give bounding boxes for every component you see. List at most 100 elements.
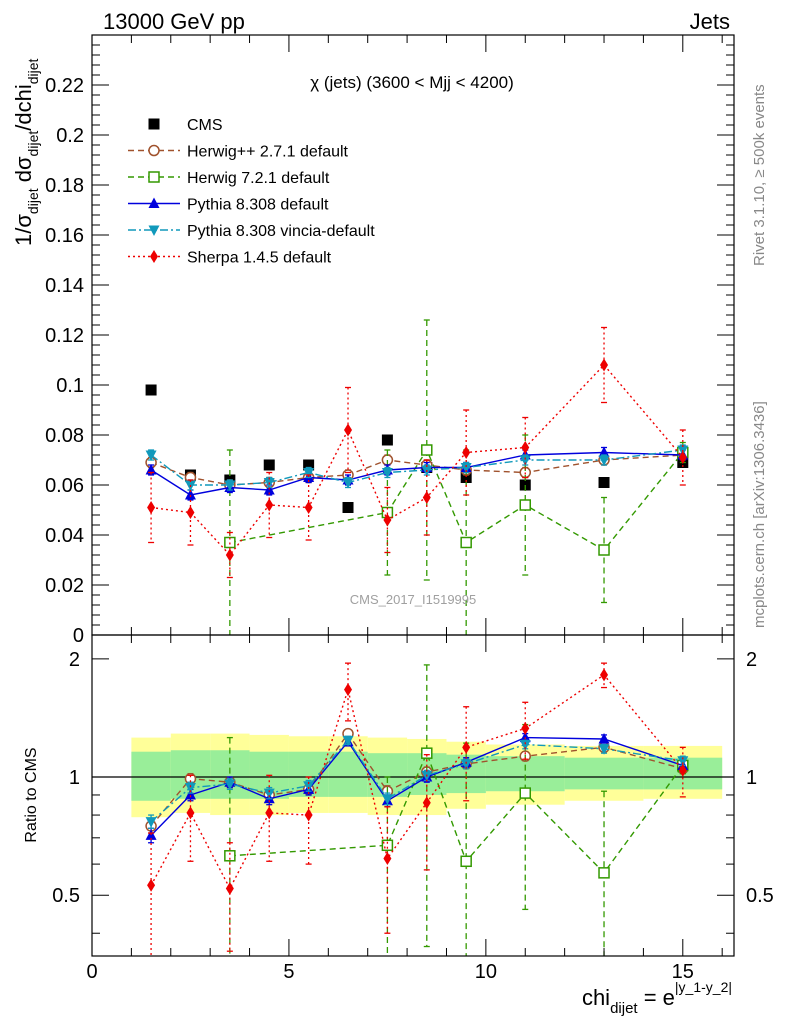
y-axis-label: 1/σdijet dσdijet/dchidijet <box>11 58 41 246</box>
legend-marker <box>148 197 160 208</box>
legend-item: Pythia 8.308 vincia-default <box>128 223 375 240</box>
x-tick-label: 15 <box>672 961 694 983</box>
y-tick-label: 0.08 <box>45 425 84 447</box>
data-point <box>521 441 530 454</box>
data-point <box>303 459 315 471</box>
y-tick-label: 0.04 <box>45 525 84 547</box>
data-point <box>145 450 157 461</box>
data-point <box>145 384 157 396</box>
series-main-2 <box>224 319 689 635</box>
legend-item: Herwig 7.2.1 default <box>128 170 330 187</box>
data-point <box>678 763 687 777</box>
legend-marker <box>148 118 160 130</box>
data-point <box>381 794 393 805</box>
data-point <box>381 434 393 446</box>
data-point <box>303 468 315 479</box>
data-point <box>422 796 431 810</box>
data-point <box>521 721 530 735</box>
x-tick-label: 10 <box>475 961 497 983</box>
data-point <box>342 478 354 489</box>
y-tick-label: 0.12 <box>45 325 84 347</box>
data-point <box>519 455 531 466</box>
data-point <box>460 759 472 770</box>
data-point <box>303 781 315 792</box>
ratio-y-tick-label: 2 <box>69 649 80 671</box>
data-point <box>519 499 532 511</box>
data-point <box>263 459 275 471</box>
ratio-axes: 0 5 10 15 0.5 0.5 1 1 2 2 <box>52 635 774 983</box>
main-panel: 0 0.02 0.04 0.06 0.08 0.1 0.12 0.14 0.16 0.18 0.2 0… <box>45 34 735 647</box>
data-point <box>224 850 236 862</box>
legend: CMS Herwig++ 2.7.1 default Herwig 7.2.1 de… <box>128 117 375 267</box>
legend-marker <box>148 171 160 183</box>
data-point <box>186 506 195 519</box>
data-point <box>184 783 196 794</box>
data-point <box>460 463 472 474</box>
legend-marker <box>150 250 158 263</box>
data-point <box>519 731 531 743</box>
legend-marker <box>148 144 160 157</box>
y-tick-label: 0.02 <box>45 575 84 597</box>
legend-label: Pythia 8.308 default <box>187 197 329 214</box>
x-axis-label: chidijet = e|y_1-y_2| <box>582 979 732 1017</box>
legend-item: Pythia 8.308 default <box>128 197 329 214</box>
data-point <box>147 501 156 514</box>
data-point <box>265 498 274 512</box>
data-point <box>598 732 610 744</box>
data-point <box>342 735 354 747</box>
y-tick-label: 0.06 <box>45 475 84 497</box>
y-tick-label: 0.14 <box>45 275 84 297</box>
y-tick-label: 0.16 <box>45 225 84 247</box>
data-point <box>598 455 610 466</box>
series-main-0 <box>145 384 689 513</box>
data-point <box>422 491 431 504</box>
legend-label: Sherpa 1.4.5 default <box>187 250 332 267</box>
data-point <box>265 806 274 820</box>
data-point <box>184 788 196 800</box>
y-tick-label: 0.1 <box>56 375 84 397</box>
series-line <box>150 673 684 891</box>
data-point <box>224 779 236 790</box>
band-segment <box>564 757 644 790</box>
data-point <box>460 855 472 868</box>
data-point <box>460 472 472 483</box>
data-point <box>598 544 610 556</box>
main-axes: 0 0.02 0.04 0.06 0.08 0.1 0.12 0.14 0.16 0.18 0.2 0… <box>45 34 734 647</box>
data-point <box>462 446 471 459</box>
data-point <box>519 787 532 799</box>
data-point <box>225 882 234 896</box>
series-ratio-4 <box>147 662 687 956</box>
data-point <box>263 788 275 800</box>
series-main-5 <box>147 326 687 579</box>
ratio-y-tick-label-right: 2 <box>746 649 757 671</box>
data-point <box>600 358 609 372</box>
data-point <box>421 747 433 759</box>
data-point <box>147 878 156 892</box>
legend-item: Sherpa 1.4.5 default <box>128 250 332 267</box>
mcplots-label: mcplots.cern.ch [arXiv:1306.3436] <box>751 401 768 628</box>
data-point <box>383 852 392 866</box>
data-point <box>519 740 531 751</box>
series-line <box>150 454 683 486</box>
x-tick-label: 5 <box>283 961 294 983</box>
category-label: Jets <box>690 9 730 34</box>
legend-label: Herwig++ 2.7.1 default <box>187 144 349 161</box>
data-point <box>225 548 234 562</box>
legend-marker <box>148 225 160 236</box>
analysis-watermark: CMS_2017_I1519995 <box>350 592 477 607</box>
data-point <box>344 423 353 437</box>
band-segment <box>328 751 368 797</box>
series-line <box>150 739 683 823</box>
legend-item: CMS <box>148 117 223 134</box>
data-point <box>342 502 354 513</box>
ratio-y-tick-label: 1 <box>69 767 80 789</box>
ratio-y-axis-label: Ratio to CMS <box>23 747 40 842</box>
data-point <box>460 536 472 549</box>
data-point <box>598 744 610 755</box>
ratio-y-tick-label-right: 1 <box>746 767 757 789</box>
main-plot-area <box>145 319 689 635</box>
legend-label: CMS <box>187 117 223 134</box>
ratio-y-tick-label: 0.5 <box>52 885 80 907</box>
series-line <box>150 732 683 827</box>
series-line <box>151 363 684 557</box>
